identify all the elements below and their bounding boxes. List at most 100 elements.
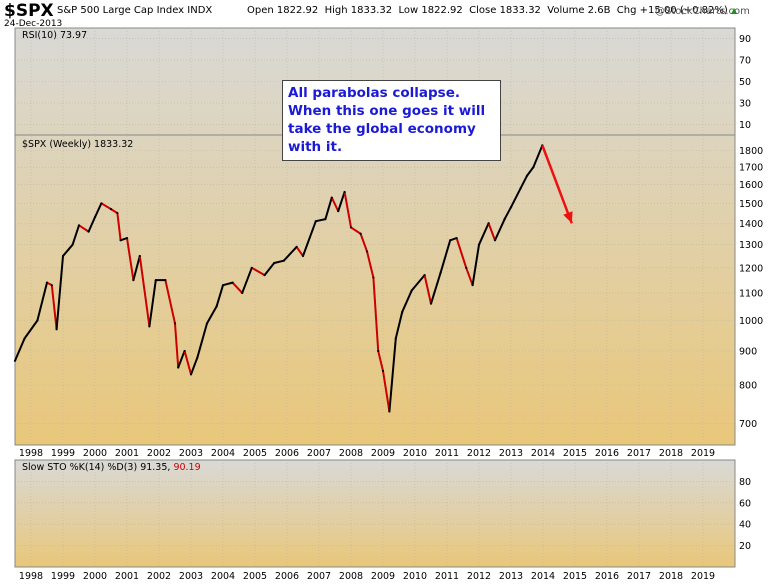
rsi-tick-label: 50 bbox=[739, 77, 751, 88]
price-segment bbox=[50, 285, 58, 330]
price-point bbox=[164, 279, 167, 282]
x-tick-label: 2001 bbox=[115, 448, 139, 459]
price-point bbox=[50, 284, 53, 287]
price-segment bbox=[222, 281, 233, 287]
price-segment bbox=[519, 175, 528, 189]
x-tick-label: 2015 bbox=[563, 448, 587, 459]
price-point bbox=[100, 202, 103, 205]
sto-label: Slow STO %K(14) %D(3) 91.35, bbox=[22, 462, 171, 473]
price-segment bbox=[138, 255, 151, 327]
x-tick-label: 2005 bbox=[243, 448, 267, 459]
price-tick-label: 1700 bbox=[739, 163, 763, 174]
projection-arrow bbox=[541, 144, 573, 224]
price-point bbox=[487, 222, 490, 225]
high-label: High bbox=[324, 5, 348, 16]
price-tick-label: 1400 bbox=[739, 219, 763, 230]
price-point bbox=[330, 196, 333, 199]
price-series bbox=[13, 144, 544, 413]
x-tick-label: 2018 bbox=[659, 448, 683, 459]
price-point bbox=[215, 305, 218, 308]
price-segment bbox=[23, 319, 39, 339]
price-point bbox=[439, 271, 442, 274]
price-point bbox=[349, 226, 353, 229]
rsi-tick-label: 10 bbox=[739, 120, 751, 131]
rsi-tick-label: 30 bbox=[739, 98, 751, 109]
price-segment bbox=[295, 246, 304, 257]
x-tick-label-lower: 2007 bbox=[307, 571, 331, 582]
price-point bbox=[493, 239, 497, 242]
open-value: 1822.92 bbox=[276, 5, 319, 16]
price-point bbox=[55, 328, 58, 331]
price-segment bbox=[215, 284, 224, 307]
price-point bbox=[45, 281, 49, 284]
price-tick-label: 1200 bbox=[739, 263, 763, 274]
price-point bbox=[148, 325, 151, 328]
price-point bbox=[250, 266, 253, 269]
x-tick-label: 2019 bbox=[691, 448, 715, 459]
x-tick-label-lower: 2015 bbox=[563, 571, 587, 582]
price-point bbox=[36, 319, 39, 322]
price-point bbox=[455, 236, 458, 240]
price-title: $SPX (Weekly) 1833.32 bbox=[22, 139, 134, 150]
price-point bbox=[241, 291, 244, 295]
x-tick-label: 2016 bbox=[595, 448, 619, 459]
x-tick-label-lower: 2003 bbox=[179, 571, 203, 582]
price-point bbox=[173, 322, 177, 325]
x-tick-label-lower: 2019 bbox=[691, 571, 715, 582]
price-point bbox=[365, 250, 369, 253]
price-segment bbox=[455, 237, 468, 269]
x-tick-label-lower: 2006 bbox=[275, 571, 299, 582]
x-tick-label-lower: 2000 bbox=[83, 571, 107, 582]
x-tick-label: 2011 bbox=[435, 448, 459, 459]
price-tick-label: 700 bbox=[739, 419, 757, 430]
sto-tick-label: 20 bbox=[739, 541, 751, 552]
price-point bbox=[221, 284, 225, 287]
price-point bbox=[503, 218, 506, 221]
quote-bar: Open 1822.92 High 1833.32 Low 1822.92 Cl… bbox=[247, 5, 737, 16]
price-point bbox=[532, 166, 535, 169]
annotation-box: All parabolas collapse. When this one go… bbox=[282, 80, 501, 161]
price-segment bbox=[120, 237, 128, 242]
price-segment bbox=[439, 239, 452, 273]
x-tick-label: 2002 bbox=[147, 448, 171, 459]
price-point bbox=[449, 239, 452, 242]
price-segment bbox=[183, 350, 192, 375]
price-point bbox=[377, 349, 380, 353]
high-value: 1833.32 bbox=[350, 5, 393, 16]
price-segment bbox=[174, 323, 180, 368]
price-segment bbox=[190, 357, 199, 375]
price-segment bbox=[487, 222, 496, 241]
x-tick-label: 1998 bbox=[19, 448, 43, 459]
price-point bbox=[394, 337, 397, 340]
price-point bbox=[471, 284, 474, 287]
x-tick-label-lower: 1998 bbox=[19, 571, 43, 582]
price-segment bbox=[196, 323, 208, 358]
price-segment bbox=[251, 266, 266, 276]
sto-tick-label: 40 bbox=[739, 520, 751, 531]
price-segment bbox=[324, 197, 333, 220]
price-point bbox=[231, 281, 234, 284]
price-point bbox=[125, 236, 129, 240]
price-segment bbox=[423, 274, 432, 304]
rsi-title: RSI(10) 73.97 bbox=[22, 30, 88, 41]
price-segment bbox=[206, 305, 218, 324]
price-segment bbox=[273, 259, 285, 265]
x-tick-label: 2007 bbox=[307, 448, 331, 459]
price-segment bbox=[231, 281, 243, 294]
price-point bbox=[388, 410, 391, 413]
price-segment bbox=[330, 197, 340, 212]
price-segment bbox=[14, 337, 26, 362]
price-point bbox=[109, 208, 113, 211]
price-point bbox=[205, 322, 209, 325]
price-tick-label: 800 bbox=[739, 380, 757, 391]
chg-value: +15.00 (+0.82%) bbox=[639, 5, 728, 16]
sto-tick-label: 60 bbox=[739, 498, 751, 509]
brand-logo[interactable]: @StockCharts.com bbox=[655, 6, 750, 17]
price-point bbox=[154, 279, 157, 282]
chart-date: 24-Dec-2013 bbox=[4, 19, 63, 29]
x-tick-label-lower: 2013 bbox=[499, 571, 523, 582]
price-tick-label: 1300 bbox=[739, 240, 763, 251]
price-tick-label: 1800 bbox=[739, 146, 763, 157]
price-point bbox=[189, 373, 193, 376]
x-tick-label: 1999 bbox=[51, 448, 75, 459]
